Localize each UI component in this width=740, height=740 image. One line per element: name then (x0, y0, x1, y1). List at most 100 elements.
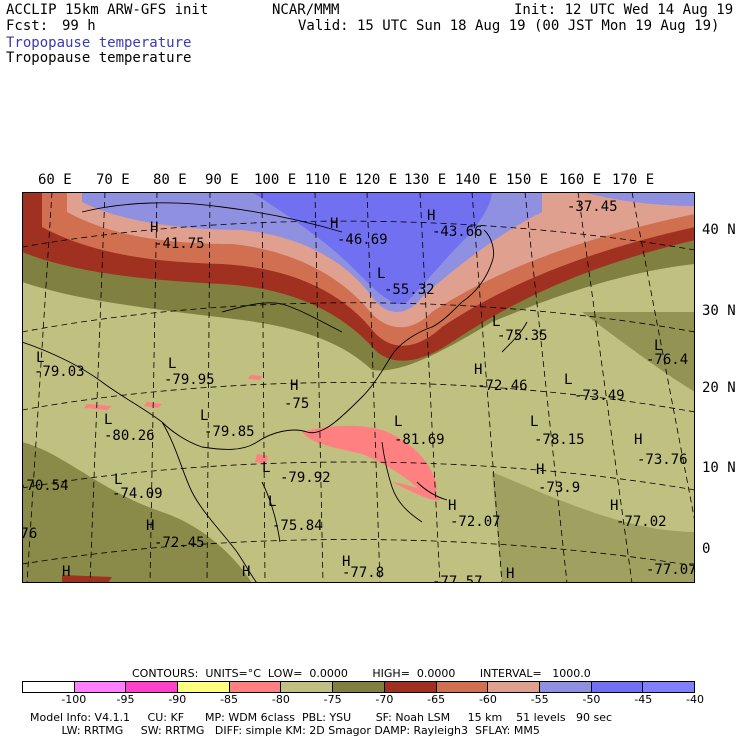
map-high-low-mark: L (36, 350, 45, 366)
map-value-label: -72.07 (450, 514, 501, 530)
map-value-label: -74.09 (112, 486, 163, 502)
map-high-low-mark: L (394, 414, 403, 430)
color-bar-swatch (74, 682, 127, 692)
map-value-label: -76 (22, 526, 38, 542)
field-band-lavender (582, 192, 695, 206)
map-high-low-mark: H (474, 362, 483, 378)
map-value-label: -46.69 (337, 232, 388, 248)
map-high-low-mark: H (290, 378, 299, 394)
field-title-black: Tropopause temperature (6, 50, 192, 66)
color-bar-label: -90 (168, 693, 187, 706)
map-value-label: -72.45 (154, 535, 205, 551)
field-title-blue: Tropopause temperature (6, 35, 192, 51)
map-value-label: -73.9 (538, 480, 581, 496)
map-high-low-mark: L (564, 372, 573, 388)
color-bar-swatch (643, 682, 694, 692)
lat-label: 0 (702, 541, 711, 557)
color-bar-label: -95 (116, 693, 135, 706)
color-bar-swatch (488, 682, 540, 692)
field-patch-pink (302, 425, 437, 496)
init-time: Init: 12 UTC Wed 14 Aug 19 (514, 2, 734, 18)
lat-label: 40 N (702, 222, 736, 238)
lon-label: 120 E (355, 172, 398, 188)
lon-label: 130 E (404, 172, 447, 188)
map-high-low-mark: H (330, 216, 339, 232)
field-patch-pink (84, 404, 112, 410)
lon-label: 80 E (153, 172, 187, 188)
map-high-low-mark: H (150, 220, 159, 236)
map-high-low-mark: L (200, 408, 209, 424)
map-high-low-mark: L (168, 356, 177, 372)
map-value-label: -55.32 (384, 282, 435, 298)
lon-label: 70 E (96, 172, 130, 188)
lat-label: 10 N (702, 460, 736, 476)
color-bar (22, 681, 695, 693)
map-value-label: -72.46 (477, 378, 528, 394)
map-value-label: -75.84 (272, 518, 323, 534)
color-bar-label: -40 (686, 693, 704, 706)
color-bar-swatch (229, 682, 282, 692)
map-value-label: -73.76 (637, 452, 688, 468)
map-value-label: -73.49 (574, 388, 625, 404)
map-high-low-mark: H (242, 564, 251, 580)
map-high-low-mark: H (610, 498, 619, 514)
coastlines (22, 202, 528, 583)
color-bar-swatch (281, 682, 334, 692)
map-high-low-mark: L (104, 412, 113, 428)
color-bar-label: -45 (634, 693, 653, 706)
lon-label: 100 E (254, 172, 297, 188)
field-patch-dark-olive (492, 472, 695, 583)
map-value-label: -79.95 (164, 372, 215, 388)
map-high-low-mark: H (62, 564, 71, 580)
map-high-low-mark: H (146, 518, 155, 534)
model-title: ACCLIP 15km ARW-GFS init (6, 2, 209, 18)
lon-label: 170 E (612, 172, 655, 188)
graticule-longitude (26, 192, 695, 583)
map-value-label: -37.45 (567, 199, 618, 215)
map-value-label: -78.15 (534, 432, 585, 448)
color-bar-label: -70 (375, 693, 394, 706)
map-high-low-mark: H (342, 554, 351, 570)
color-bar-label: -75 (323, 693, 342, 706)
color-bar-swatch (23, 682, 75, 692)
lon-label: 150 E (506, 172, 549, 188)
lat-label: 30 N (702, 303, 736, 319)
color-bar-swatch (178, 682, 230, 692)
contours-info: CONTOURS: UNITS=°C LOW= 0.0000 HIGH= 0.0… (132, 667, 591, 680)
map-value-labels: H -41.75 H -46.69 H -43.66 -37.45 L -55.… (22, 192, 695, 583)
color-bar-swatch (126, 682, 179, 692)
color-bar-swatch (436, 682, 489, 692)
map-high-low-mark: H (506, 566, 515, 582)
map-value-label: -79.03 (34, 364, 85, 380)
field-band-blue (252, 192, 492, 304)
map-value-label: -77.8 (342, 565, 385, 581)
map-value-label: -41.75 (154, 236, 205, 252)
map-value-label: -76.4 (646, 352, 689, 368)
map-high-low-mark: L (377, 266, 386, 282)
color-bar-label: -50 (582, 693, 601, 706)
map-frame (22, 192, 695, 583)
map-value-label: -77.02 (616, 514, 667, 530)
map-high-low-mark: L (530, 414, 539, 430)
color-bar-swatch (591, 682, 644, 692)
color-bar-label: -65 (427, 693, 446, 706)
field-patch-pink (255, 454, 268, 464)
color-bar-label: -85 (220, 693, 239, 706)
field-patch-pink (392, 482, 440, 501)
map-high-low-mark: L (114, 472, 123, 488)
field-patch-dark-olive (22, 442, 252, 583)
map-high-low-mark: H (634, 432, 643, 448)
color-bar-label: -80 (271, 693, 290, 706)
lon-label: 140 E (455, 172, 498, 188)
map-field (22, 192, 695, 583)
map-high-low-mark: L (268, 494, 277, 510)
map-value-label: -75 (284, 396, 310, 412)
valid-time: Valid: 15 UTC Sun 18 Aug 19 (00 JST Mon … (298, 18, 720, 34)
color-bar-swatch (539, 682, 592, 692)
lon-label: 110 E (305, 172, 348, 188)
map-value-label: -77.07 (646, 562, 695, 578)
lon-label: 90 E (205, 172, 239, 188)
lat-label: 20 N (702, 380, 736, 396)
tropopause-temperature-map: H -41.75 H -46.69 H -43.66 -37.45 L -55.… (22, 192, 695, 583)
map-value-label: -79.92 (280, 470, 331, 486)
